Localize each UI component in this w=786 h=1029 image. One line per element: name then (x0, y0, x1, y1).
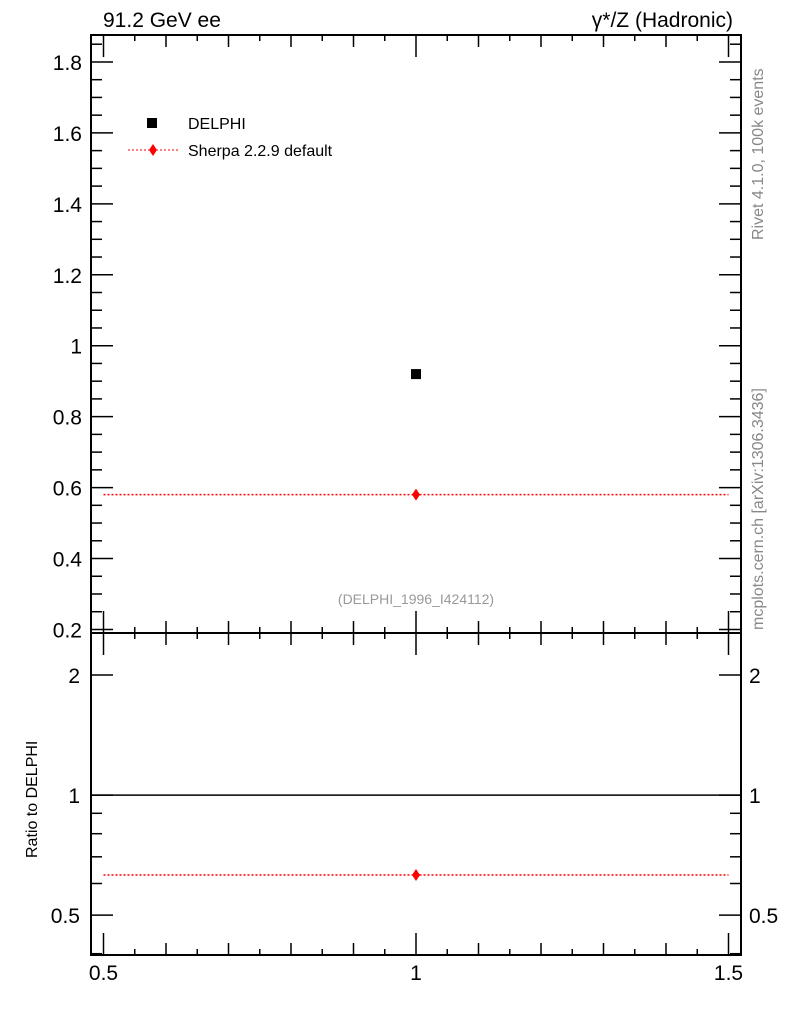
lower-y-tick-label-right: 0.5 (749, 905, 778, 928)
lower-y-tick-label: 1 (68, 785, 80, 808)
side-label-top: Rivet 4.1.0, 100k events (750, 68, 767, 240)
upper-y-tick-label: 1.2 (53, 265, 82, 288)
delphi-point (411, 369, 421, 380)
lower-y-tick-label: 0.5 (51, 905, 80, 928)
lower-y-tick-label-right: 1 (749, 785, 761, 808)
legend: DELPHI Sherpa 2.2.9 default (128, 116, 333, 160)
sherpa-ratio-point (412, 869, 420, 882)
upper-y-tick-label: 1 (70, 336, 82, 359)
title-left: 91.2 GeV ee (103, 9, 221, 32)
upper-y-tick-label: 0.6 (53, 478, 82, 501)
sherpa-point (412, 488, 420, 501)
legend-label-delphi: DELPHI (188, 116, 246, 133)
upper-y-tick-label: 1.4 (53, 194, 83, 217)
lower-frame (90, 632, 742, 956)
lower-y-tick-label-right: 2 (749, 665, 761, 688)
x-tick-label: 1 (410, 962, 422, 985)
upper-y-tick-label: 0.2 (53, 619, 82, 642)
upper-y-tick-label: 1.8 (53, 52, 82, 75)
title-right: γ*/Z (Hadronic) (592, 9, 733, 32)
analysis-label: (DELPHI_1996_I424112) (338, 591, 494, 607)
upper-y-tick-label: 0.4 (53, 549, 83, 572)
x-tick-label: 0.5 (89, 962, 118, 985)
side-label-bottom: mcplots.cern.ch [arXiv:1306.3436] (750, 388, 767, 630)
legend-marker-delphi (147, 118, 157, 128)
ratio-ylabel: Ratio to DELPHI (24, 741, 41, 858)
legend-label-sherpa: Sherpa 2.2.9 default (188, 143, 333, 160)
upper-y-tick-label: 0.8 (53, 407, 82, 430)
legend-marker-sherpa (149, 144, 157, 156)
x-tick-label: 1.5 (714, 962, 743, 985)
lower-y-tick-label: 2 (68, 665, 80, 688)
upper-y-tick-label: 1.6 (53, 123, 82, 146)
